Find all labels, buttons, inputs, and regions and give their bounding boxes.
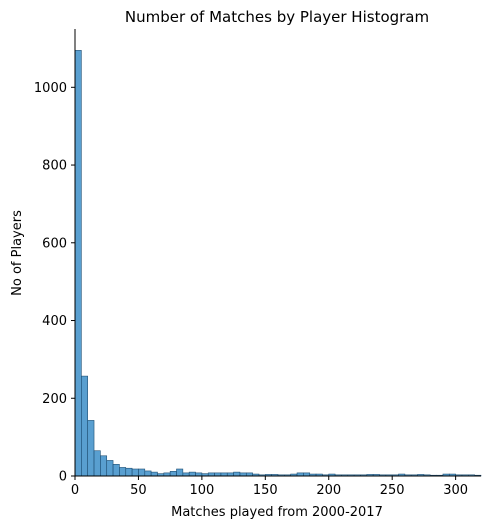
histogram-bar [234, 472, 240, 476]
histogram-bar [151, 472, 157, 476]
histogram-bar [113, 464, 119, 476]
x-tick-label: 50 [130, 483, 147, 498]
bars-group [75, 50, 481, 476]
histogram-bar [189, 472, 195, 476]
y-tick-label: 200 [42, 392, 67, 407]
y-tick-label: 800 [42, 159, 67, 174]
x-tick-label: 200 [316, 483, 341, 498]
histogram-bar [81, 376, 87, 476]
histogram-bar [107, 460, 113, 476]
histogram-bar [75, 50, 81, 476]
y-tick-label: 600 [42, 236, 67, 251]
y-tick-label: 400 [42, 314, 67, 329]
x-tick-label: 100 [189, 483, 214, 498]
x-tick-label: 300 [443, 483, 468, 498]
histogram-bar [126, 468, 132, 476]
y-axis-label: No of Players [10, 210, 25, 296]
histogram-bar [100, 456, 106, 476]
y-axis-ticks: 0 200 400 600 800 1000 [34, 81, 75, 485]
histogram-bar [138, 469, 144, 476]
histogram-bar [177, 469, 183, 476]
x-tick-label: 150 [253, 483, 278, 498]
y-tick-label: 1000 [34, 81, 67, 96]
chart-title: Number of Matches by Player Histogram [125, 8, 429, 26]
histogram-bar [88, 420, 94, 476]
histogram-bar [94, 451, 100, 476]
histogram-bar [145, 471, 151, 476]
histogram-bar [170, 471, 176, 476]
x-tick-label: 250 [380, 483, 405, 498]
histogram-bar [132, 469, 138, 476]
y-tick-label: 0 [59, 470, 67, 485]
histogram-bar [119, 467, 125, 476]
x-axis-label: Matches played from 2000-2017 [171, 505, 383, 520]
x-axis-ticks: 0 50 100 150 200 250 300 [71, 476, 468, 498]
x-tick-label: 0 [71, 483, 79, 498]
